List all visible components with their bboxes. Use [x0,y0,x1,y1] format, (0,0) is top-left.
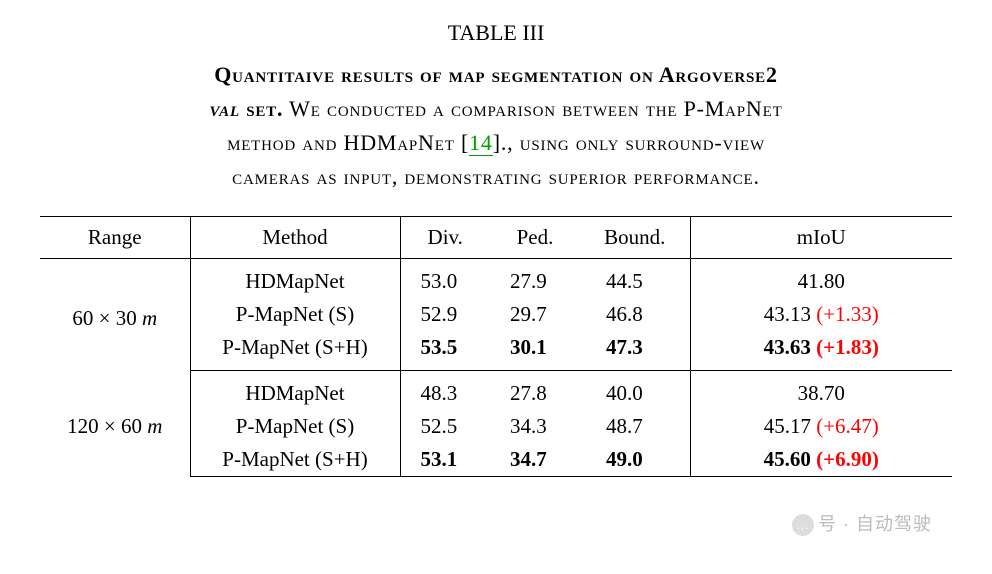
col-header-range: Range [40,217,190,259]
caption-text-1: We conducted a comparison between the P-… [283,96,782,121]
ped-cell: 30.1 [490,331,580,371]
miou-cell: 41.80 [690,259,952,299]
results-table: Range Method Div. Ped. Bound. mIoU 60 × … [40,216,952,477]
col-header-ped: Ped. [490,217,580,259]
col-header-div: Div. [400,217,490,259]
range-cell: 60 × 30 m [40,259,190,371]
wechat-watermark: …号 · 自动驾驶 [792,510,932,536]
col-header-bound: Bound. [580,217,690,259]
div-cell: 52.5 [400,410,490,443]
miou-cell: 43.13 (+1.33) [690,298,952,331]
delta-value: (+6.47) [816,414,879,438]
ped-cell: 27.9 [490,259,580,299]
bound-cell: 47.3 [580,331,690,371]
bound-cell: 48.7 [580,410,690,443]
method-cell: P-MapNet (S+H) [190,443,400,477]
bound-cell: 46.8 [580,298,690,331]
caption-text-2: method and HDMapNet [ [227,130,469,155]
table-header-row: Range Method Div. Ped. Bound. mIoU [40,217,952,259]
ped-cell: 29.7 [490,298,580,331]
col-header-miou: mIoU [690,217,952,259]
delta-value: (+1.83) [816,335,879,359]
table-row: 60 × 30 mHDMapNet53.027.944.541.80 [40,259,952,299]
method-cell: P-MapNet (S) [190,410,400,443]
method-cell: HDMapNet [190,259,400,299]
delta-value: (+6.90) [816,447,879,471]
div-cell: 52.9 [400,298,490,331]
bound-cell: 49.0 [580,443,690,477]
ped-cell: 27.8 [490,371,580,411]
col-header-method: Method [190,217,400,259]
caption-text-4: cameras as input, demonstrating superior… [232,164,760,189]
caption-set: set. [240,96,283,121]
bound-cell: 40.0 [580,371,690,411]
delta-value: (+1.33) [816,302,879,326]
miou-cell: 43.63 (+1.83) [690,331,952,371]
miou-cell: 45.17 (+6.47) [690,410,952,443]
wechat-icon: … [792,514,814,536]
caption-text-3: ]., using only surround-view [493,130,765,155]
method-cell: P-MapNet (S+H) [190,331,400,371]
div-cell: 53.1 [400,443,490,477]
table-caption: Quantitaive results of map segmentation … [40,58,952,194]
div-cell: 53.0 [400,259,490,299]
table-body: 60 × 30 mHDMapNet53.027.944.541.80P-MapN… [40,259,952,477]
range-cell: 120 × 60 m [40,371,190,477]
div-cell: 53.5 [400,331,490,371]
miou-cell: 38.70 [690,371,952,411]
ped-cell: 34.7 [490,443,580,477]
miou-cell: 45.60 (+6.90) [690,443,952,477]
caption-italic-val: val [209,96,239,121]
method-cell: HDMapNet [190,371,400,411]
wechat-text: 号 · 自动驾驶 [818,514,932,534]
citation-link-14[interactable]: 14 [469,130,493,156]
caption-bold-part: Quantitaive results of map segmentation … [214,62,778,87]
ped-cell: 34.3 [490,410,580,443]
method-cell: P-MapNet (S) [190,298,400,331]
table-number-label: TABLE III [40,20,952,46]
table-row: 120 × 60 mHDMapNet48.327.840.038.70 [40,371,952,411]
bound-cell: 44.5 [580,259,690,299]
div-cell: 48.3 [400,371,490,411]
